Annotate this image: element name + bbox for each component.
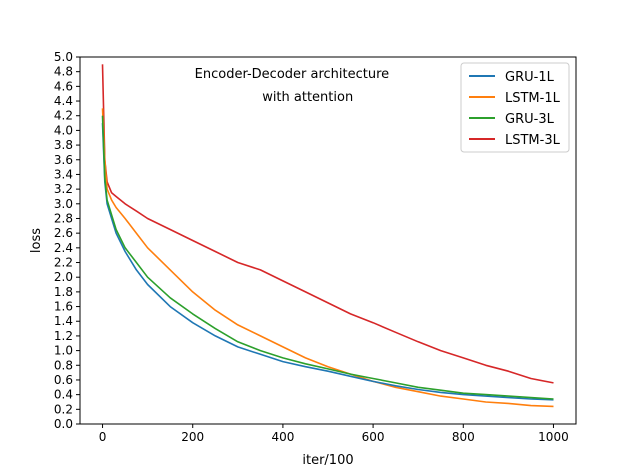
y-axis-label: loss: [29, 228, 44, 253]
y-tick-label: 3.4: [54, 167, 73, 181]
y-tick-label: 0.6: [54, 373, 73, 387]
x-tick-label: 1000: [538, 430, 569, 444]
annotation-line-1: Encoder-Decoder architecture: [195, 67, 390, 82]
series-line-lstm-3l: [101, 64, 554, 384]
y-tick-label: 4.4: [54, 94, 73, 108]
y-tick-label: 2.8: [54, 211, 73, 225]
y-tick-label: 3.6: [54, 153, 73, 167]
y-tick-label: 2.2: [54, 256, 73, 270]
y-tick-label: 4.2: [54, 109, 73, 123]
legend-label: LSTM-3L: [505, 133, 561, 148]
x-tick-label: 800: [452, 430, 475, 444]
y-tick-label: 1.6: [54, 300, 73, 314]
x-tick-label: 200: [181, 430, 204, 444]
y-tick-label: 0.2: [54, 402, 73, 416]
x-tick-label: 0: [99, 430, 107, 444]
series-line-gru-3l: [101, 115, 554, 400]
y-tick-label: 1.0: [54, 344, 73, 358]
y-tick-label: 0.0: [54, 417, 73, 431]
series-line-gru-1l: [101, 123, 554, 401]
legend: GRU-1L LSTM-1L GRU-3L LSTM-3L: [460, 62, 570, 153]
y-axis: 0.00.20.40.60.81.01.21.41.61.82.02.22.42…: [54, 50, 80, 431]
x-axis-label: iter/100: [302, 453, 353, 468]
legend-label: LSTM-1L: [505, 91, 561, 106]
legend-label: GRU-3L: [505, 112, 555, 127]
y-tick-label: 3.0: [54, 197, 73, 211]
y-tick-label: 1.4: [54, 314, 73, 328]
y-tick-label: 3.2: [54, 182, 73, 196]
y-tick-label: 4.0: [54, 123, 73, 137]
y-tick-label: 0.8: [54, 358, 73, 372]
y-tick-label: 1.8: [54, 285, 73, 299]
y-tick-label: 2.4: [54, 241, 73, 255]
y-tick-label: 0.4: [54, 388, 73, 402]
y-tick-label: 3.8: [54, 138, 73, 152]
y-tick-label: 4.8: [54, 65, 73, 79]
series-group: [101, 64, 554, 408]
annotation-line-2: with attention: [262, 90, 353, 105]
legend-label: GRU-1L: [505, 70, 555, 85]
y-tick-label: 1.2: [54, 329, 73, 343]
legend-box: [460, 62, 570, 153]
x-tick-label: 600: [362, 430, 385, 444]
y-tick-label: 5.0: [54, 50, 73, 64]
y-tick-label: 2.6: [54, 226, 73, 240]
y-tick-label: 4.6: [54, 79, 73, 93]
axes-frame: [79, 56, 577, 425]
series-line-lstm-1l: [101, 108, 554, 408]
x-axis: 0 200 400 600 800 1000: [99, 424, 569, 444]
y-tick-label: 2.0: [54, 270, 73, 284]
x-tick-label: 400: [271, 430, 294, 444]
